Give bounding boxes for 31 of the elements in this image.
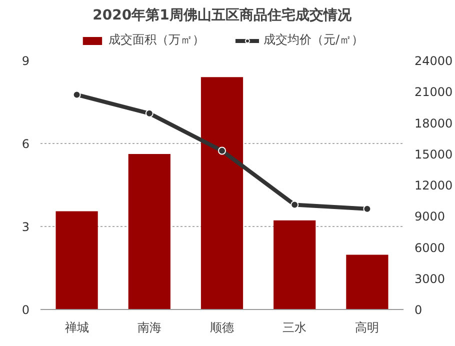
- y-tick-label: 9: [22, 54, 30, 68]
- x-tick-label: 禅城: [64, 320, 89, 334]
- y2-tick-label: 24000: [414, 54, 453, 68]
- y2-tick-label: 15000: [414, 147, 453, 162]
- bar: [346, 254, 388, 310]
- y2-tick-label: 18000: [414, 116, 453, 130]
- legend-label: 成交面积（万㎡）: [108, 32, 204, 48]
- y2-tick-label: 0: [414, 303, 422, 317]
- y-tick-label: 3: [22, 220, 30, 234]
- x-tick-label: 三水: [282, 320, 307, 334]
- y2-tick-label: 21000: [414, 85, 453, 100]
- y2-tick-label: 3000: [414, 272, 446, 286]
- chart-title: 2020年第1周佛山五区商品住宅成交情况: [92, 6, 352, 24]
- bar: [200, 77, 244, 310]
- x-tick-label: 南海: [137, 320, 162, 334]
- y2-tick-label: 12000: [414, 178, 453, 192]
- bar: [128, 154, 170, 310]
- x-tick-label: 高明: [355, 320, 380, 334]
- x-tick-label: 顺德: [210, 320, 234, 334]
- y-tick-label: 6: [22, 137, 30, 151]
- point: [218, 146, 226, 155]
- legend-label: 成交均价（元/㎡）: [263, 32, 364, 48]
- bar: [274, 220, 316, 310]
- point: [290, 200, 299, 209]
- y2-tick-label: 6000: [414, 240, 446, 255]
- y-tick-label: 0: [22, 303, 30, 317]
- point: [72, 90, 81, 99]
- bar: [56, 211, 98, 310]
- point: [363, 204, 372, 213]
- point: [145, 109, 154, 118]
- y2-tick-label: 9000: [414, 210, 446, 224]
